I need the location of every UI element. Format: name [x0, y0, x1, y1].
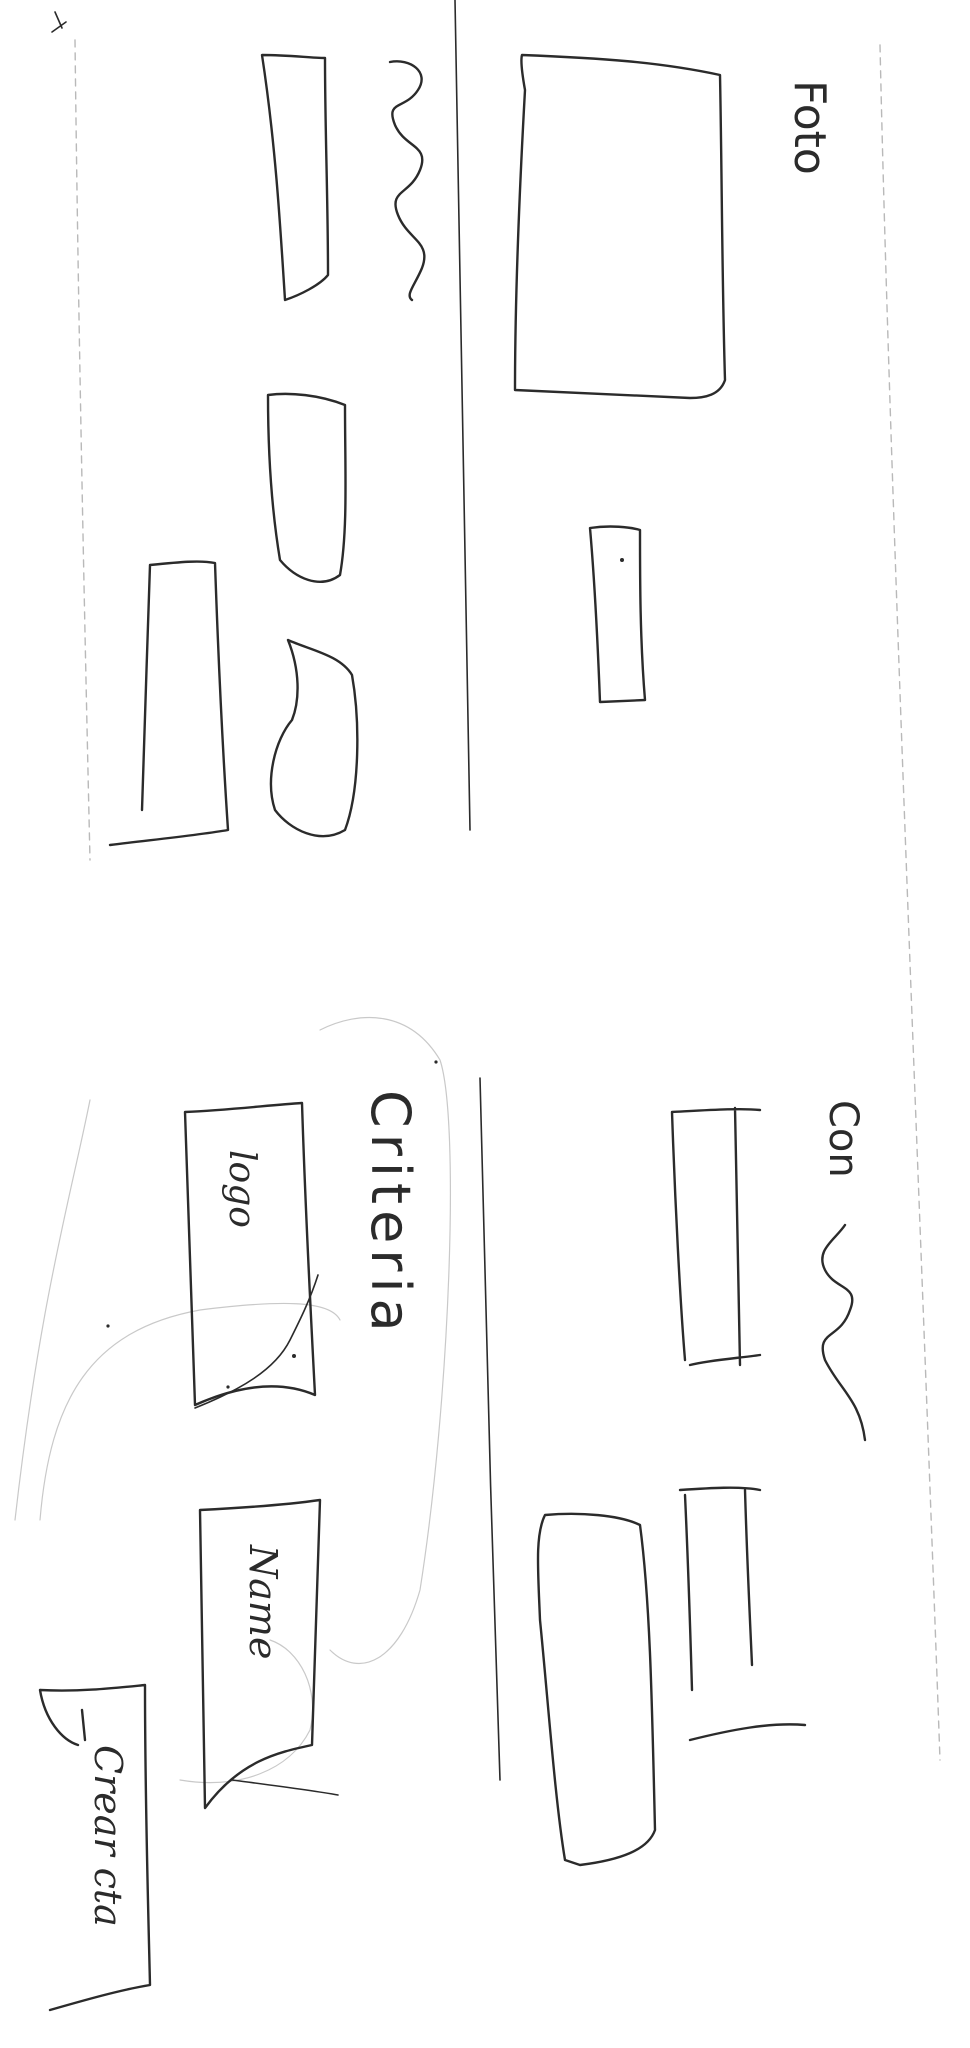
thumb-placeholder-3 — [269, 638, 359, 838]
name-box — [198, 1498, 322, 1810]
create-text: Crear cta — [86, 1745, 130, 1927]
criteria-loop-3 — [179, 1639, 314, 1784]
logo-box — [183, 1101, 317, 1407]
divider-top — [454, 0, 471, 831]
logo-label: logo — [221, 1150, 262, 1228]
criteria-label: Criteria — [359, 1090, 422, 1338]
contact-squiggle — [821, 1223, 867, 1442]
create-button-box — [38, 1683, 152, 2012]
button-placeholder — [588, 525, 647, 704]
criteria-loop — [319, 1016, 451, 1665]
logo-text: logo — [221, 1150, 262, 1228]
submit-button-placeholder — [536, 1512, 657, 1867]
criteria-text: Criteria — [359, 1090, 422, 1338]
guide-left — [74, 39, 91, 861]
ink-dot-4 — [434, 1060, 438, 1064]
name-box-tail — [231, 1779, 339, 1796]
foto-text: Foto — [784, 80, 835, 175]
photo-placeholder — [513, 53, 727, 400]
foto-label: Foto — [784, 80, 835, 175]
name-text: Name — [241, 1544, 285, 1659]
thumb-placeholder-2 — [266, 392, 347, 583]
contact-text: Con — [820, 1100, 866, 1178]
input-field-1 — [670, 1106, 762, 1367]
corner-mark — [51, 11, 67, 33]
input-field-2 — [678, 1486, 807, 1742]
sidebar-box — [108, 560, 230, 847]
guide-right — [879, 44, 941, 1761]
thumb-placeholder-1 — [260, 53, 330, 302]
criteria-loop-2 — [39, 1302, 341, 1521]
heading-squiggle — [388, 60, 426, 302]
logo-swoosh — [194, 1274, 319, 1409]
guide-left-lower — [14, 1099, 91, 1521]
ink-dot-2 — [226, 1385, 230, 1389]
name-label: Name — [241, 1544, 285, 1659]
divider-bottom — [479, 1077, 501, 1781]
ink-dot-3 — [106, 1324, 110, 1328]
button-dot — [620, 558, 624, 562]
contact-label: Con — [820, 1100, 866, 1178]
create-label: Crear cta — [86, 1745, 130, 1927]
ink-dot-1 — [292, 1354, 296, 1358]
